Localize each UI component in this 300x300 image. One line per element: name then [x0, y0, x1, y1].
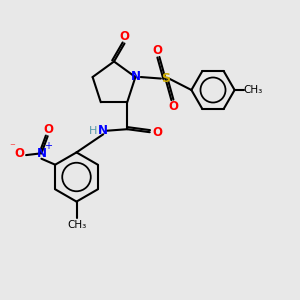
- Text: O: O: [119, 30, 130, 44]
- Text: CH₃: CH₃: [243, 85, 262, 95]
- Text: N: N: [98, 124, 108, 137]
- Text: O: O: [152, 44, 162, 57]
- Text: ⁻: ⁻: [9, 142, 15, 152]
- Text: O: O: [15, 147, 25, 160]
- Text: +: +: [44, 141, 52, 151]
- Text: S: S: [161, 72, 170, 85]
- Text: N: N: [131, 70, 141, 83]
- Text: CH₃: CH₃: [67, 220, 86, 230]
- Text: O: O: [43, 123, 53, 136]
- Text: H: H: [89, 126, 98, 136]
- Text: O: O: [169, 100, 179, 113]
- Text: O: O: [152, 126, 162, 139]
- Text: N: N: [36, 147, 46, 160]
